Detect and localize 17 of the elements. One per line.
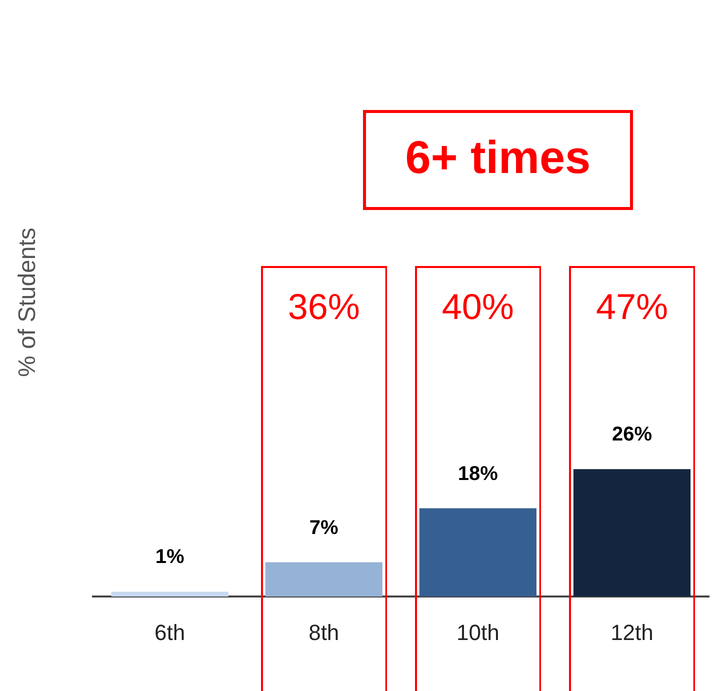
data-label: 26% — [612, 424, 652, 446]
bar — [419, 508, 536, 597]
data-label: 1% — [155, 546, 184, 568]
text: 47% — [596, 286, 668, 328]
data-label: 7% — [309, 516, 339, 539]
x-tick-label: 6th — [154, 620, 186, 645]
x-tick-label: 12th — [610, 620, 654, 645]
x-tick-label: 8th — [308, 620, 340, 645]
y-axis-title: % of Students — [14, 228, 42, 378]
text: 6+ times — [405, 130, 591, 184]
text: 40% — [442, 286, 514, 328]
x-tick-label: 10th — [456, 620, 500, 645]
bar — [265, 562, 382, 597]
bar — [573, 469, 691, 597]
text: 36% — [288, 286, 360, 328]
data-label: 18% — [458, 462, 498, 485]
bar — [111, 592, 228, 597]
